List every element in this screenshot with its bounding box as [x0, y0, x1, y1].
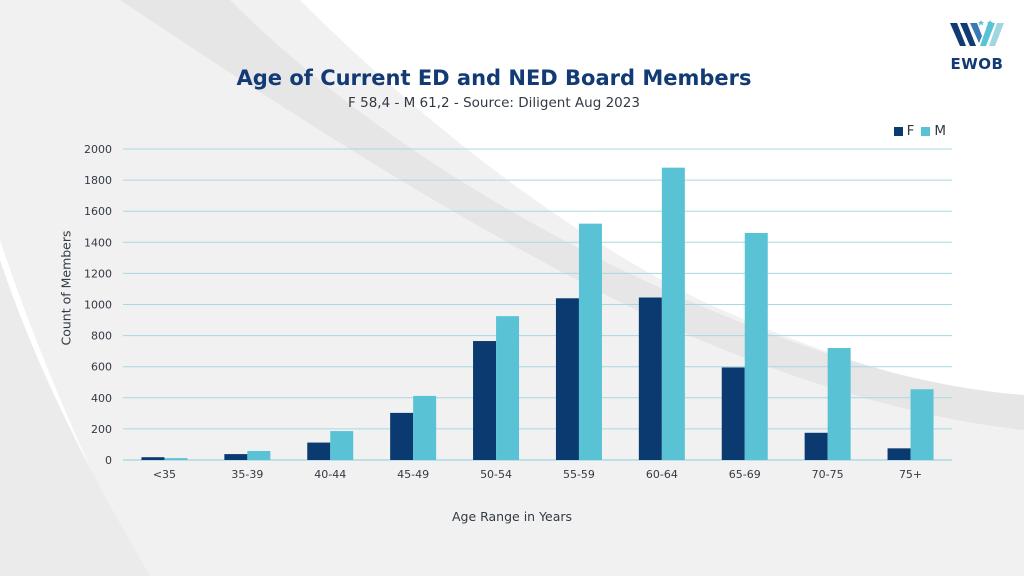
bar-m: [164, 458, 188, 460]
bar-m: [661, 167, 685, 460]
ewob-logo-icon: [950, 20, 1004, 46]
y-tick-label: 600: [91, 361, 112, 374]
bar-f: [390, 412, 414, 460]
bar-f: [638, 297, 662, 460]
bar-f: [307, 442, 331, 460]
bar-m: [247, 450, 271, 460]
x-tick-label: 50-54: [480, 468, 512, 481]
bar-m: [496, 316, 520, 460]
bar-m: [910, 389, 934, 460]
x-tick-label: 45-49: [397, 468, 429, 481]
x-tick-label: 35-39: [231, 468, 263, 481]
bar-f: [555, 298, 579, 460]
legend-swatch-m: [921, 126, 931, 136]
x-tick-label: 55-59: [563, 468, 595, 481]
legend-item-f: F: [893, 123, 915, 139]
bar-f: [141, 457, 165, 460]
x-tick-label: <35: [153, 468, 176, 481]
y-tick-label: 1600: [84, 205, 112, 218]
bar-m: [744, 232, 768, 460]
x-tick-label: 70-75: [812, 468, 844, 481]
bar-m: [330, 431, 354, 460]
x-axis-label: Age Range in Years: [451, 509, 573, 524]
legend: F M: [887, 123, 946, 139]
y-tick-label: 1200: [84, 267, 112, 280]
logo-text: EWOB: [950, 55, 1004, 73]
bar-f: [887, 448, 911, 460]
bar-m: [578, 223, 602, 460]
bar-f: [721, 367, 745, 460]
x-tick-label: 40-44: [314, 468, 346, 481]
legend-swatch-f: [893, 126, 903, 136]
y-tick-label: 800: [91, 330, 112, 343]
legend-item-m: M: [921, 123, 946, 139]
x-tick-label: 60-64: [646, 468, 678, 481]
y-tick-label: 200: [91, 423, 112, 436]
x-tick-label: 65-69: [729, 468, 761, 481]
y-tick-label: 0: [105, 454, 112, 467]
ewob-logo: EWOB: [944, 20, 1010, 73]
y-tick-label: 1000: [84, 299, 112, 312]
bar-f: [804, 432, 828, 460]
bar-m: [413, 395, 437, 460]
x-tick-label: 75+: [899, 468, 922, 481]
y-tick-label: 1800: [84, 174, 112, 187]
bar-f: [473, 341, 497, 460]
bar-f: [224, 454, 248, 460]
chart-subtitle: F 58,4 - M 61,2 - Source: Diligent Aug 2…: [348, 95, 640, 111]
y-tick-label: 1400: [84, 236, 112, 249]
chart-title: Age of Current ED and NED Board Members: [236, 66, 752, 90]
y-tick-label: 2000: [84, 143, 112, 156]
legend-label-f: F: [906, 123, 915, 139]
y-tick-label: 400: [91, 392, 112, 405]
bar-m: [827, 348, 851, 460]
legend-label-m: M: [934, 123, 946, 139]
